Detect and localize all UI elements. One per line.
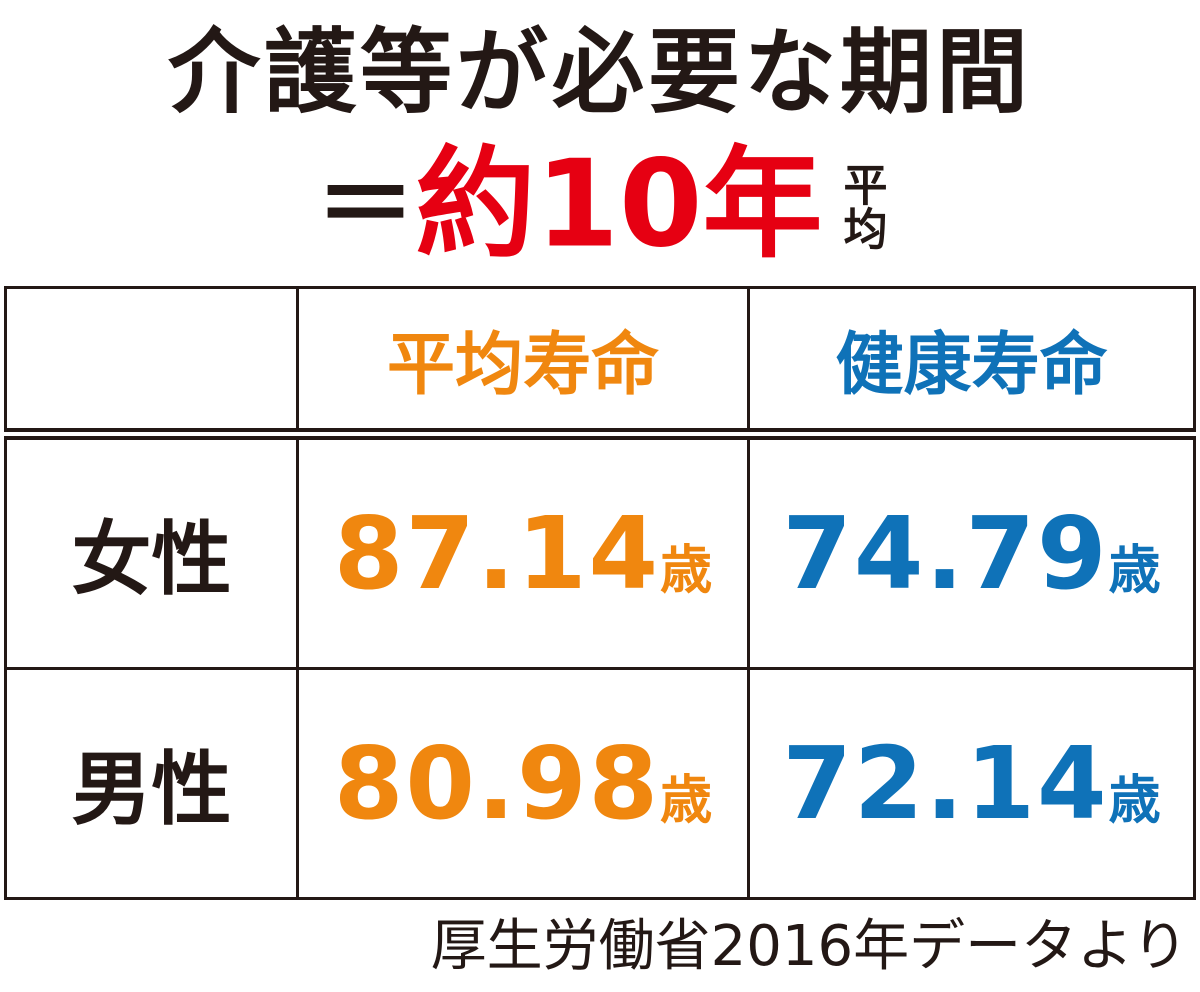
- row-label: 女性: [4, 432, 299, 670]
- source: 厚生労働省2016年データより: [430, 914, 1188, 979]
- table: 平均寿命 健康寿命 女性 87.14歳 74.79歳 男性 80.98歳 72.…: [4, 285, 1196, 901]
- unit: 歳: [660, 540, 713, 601]
- value: 80.98: [333, 724, 661, 842]
- unit: 歳: [660, 770, 713, 831]
- value: 87.14: [333, 494, 661, 612]
- note: 平均: [835, 161, 887, 250]
- title: 介護等が必要な期間: [167, 19, 1032, 126]
- cell: 72.14歳: [747, 666, 1196, 901]
- value: 74.79: [782, 494, 1109, 612]
- header-row: 平均寿命 健康寿命: [4, 285, 1196, 440]
- equals-sign: ＝: [315, 146, 416, 264]
- row: 男性 80.98歳 72.14歳: [4, 666, 1196, 901]
- header-cell: 健康寿命: [747, 285, 1196, 440]
- row-label: 男性: [4, 666, 299, 901]
- value: 72.14: [782, 724, 1109, 842]
- unit: 歳: [1108, 540, 1161, 601]
- unit: 歳: [1108, 770, 1161, 831]
- subtitle: ＝約10年 平均: [0, 140, 1200, 271]
- cell: 74.79歳: [747, 432, 1196, 670]
- cell: 80.98歳: [296, 666, 750, 901]
- cell: 87.14歳: [296, 432, 750, 670]
- header-cell: 平均寿命: [296, 285, 750, 440]
- highlight: 約10年: [415, 135, 823, 275]
- row: 女性 87.14歳 74.79歳: [4, 432, 1196, 670]
- corner-cell: [4, 285, 299, 440]
